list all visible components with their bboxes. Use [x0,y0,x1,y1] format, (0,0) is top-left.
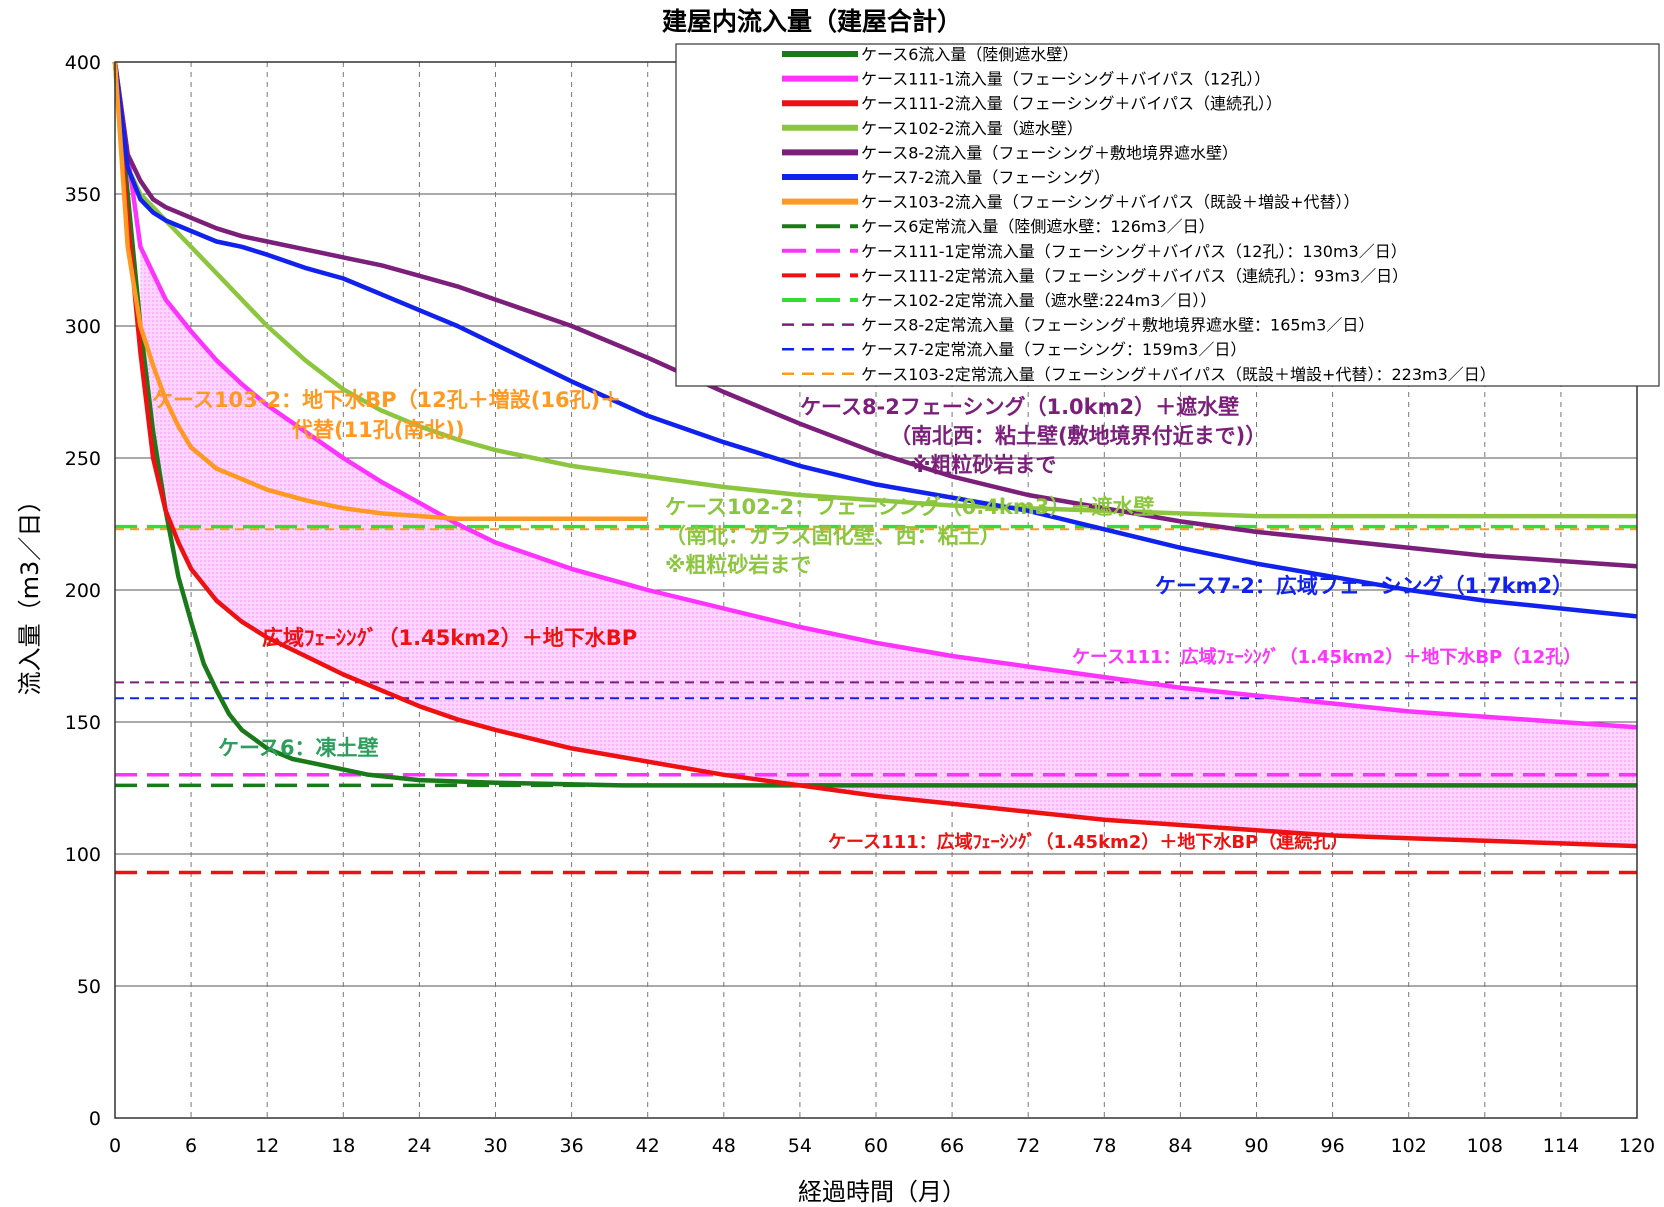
x-tick-label: 96 [1321,1135,1345,1157]
x-tick-label: 54 [788,1135,812,1157]
annotation-line: ケース111：広域ﾌｪｰｼﾝｸﾞ（1.45km2）＋地下水BP（12孔） [1072,646,1581,668]
y-tick-label: 200 [65,580,101,602]
chart-title: 建屋内流入量（建屋合計） [662,7,962,36]
y-tick-label: 300 [65,316,101,338]
x-tick-label: 72 [1016,1135,1040,1157]
legend-label: ケース103-2定常流入量（フェーシング＋バイパス（既設＋増設+代替）：223m… [861,365,1496,384]
x-tick-label: 36 [560,1135,584,1157]
y-tick-label: 50 [77,976,101,998]
x-tick-label: 6 [185,1135,197,1157]
series-line [112,61,1638,849]
legend-label: ケース111-1流入量（フェーシング＋バイパス（12孔）） [861,70,1270,89]
legend-label: ケース102-2定常流入量（遮水壁:224m3／日）） [861,291,1216,310]
annotation-line: （南北：ガラス固化壁、西：粘土） [665,524,1001,548]
x-tick-label: 66 [940,1135,964,1157]
y-tick-label: 100 [65,844,101,866]
legend-label: ケース102-2流入量（遮水壁） [861,119,1083,138]
annotation-line: ケース6：凍土壁 [218,736,379,760]
x-tick-labels: 0 6 12 18 24 30 36 42 48 54 60 66 72 78 84 90 96 102 108 11… [109,1135,1655,1157]
shaded-band [140,246,1637,847]
annotation-line: ケース8-2フェーシング（1.0km2）＋遮水壁 [800,395,1239,419]
annotation-line: （南北西：粘土壁(敷地境界付近まで)） [890,424,1266,448]
x-tick-label: 84 [1168,1135,1192,1157]
legend-label: ケース111-1定常流入量（フェーシング＋バイパス（12孔）：130m3／日） [861,242,1407,261]
series-line [112,61,1638,619]
annotation-line: 代替(11孔(南北)) [291,418,465,442]
legend-label: ケース8-2流入量（フェーシング＋敷地境界遮水壁） [861,143,1238,162]
series-line [112,61,1638,569]
legend-label: ケース7-2流入量（フェーシング） [861,168,1110,187]
annotation-line: ケース7-2：広域フェーシング（1.7km2） [1155,574,1573,598]
y-axis-label: 流入量（m3／日） [16,489,44,696]
y-tick-label: 400 [65,52,101,74]
annotation: ケース111：広域ﾌｪｰｼﾝｸﾞ（1.45km2）＋地下水BP（12孔） [1072,646,1581,668]
x-tick-label: 78 [1092,1135,1116,1157]
annotation-line: ケース103-2：地下水BP（12孔＋増設(16孔)＋ [152,388,621,412]
y-tick-label: 0 [89,1108,101,1130]
y-tick-label: 350 [65,184,101,206]
x-tick-label: 18 [331,1135,355,1157]
x-tick-label: 42 [636,1135,660,1157]
legend: ケース6流入量（陸側遮水壁） ケース111-1流入量（フェーシング＋バイパス（12… [675,43,1660,387]
legend-label: ケース111-2流入量（フェーシング＋バイパス（連続孔）） [861,94,1282,113]
x-tick-label: 120 [1619,1135,1655,1157]
series-line [112,61,1638,730]
series-line [112,61,1637,519]
x-tick-label: 24 [407,1135,431,1157]
annotation-line: ケース102-2：フェーシング（0.4km3）＋遮水壁 [665,495,1154,519]
legend-label: ケース103-2流入量（フェーシング＋バイパス（既設＋増設+代替）） [861,193,1359,212]
annotation-line: 広域ﾌｪｰｼﾝｸﾞ（1.45km2）＋地下水BP [262,626,637,650]
legend-label: ケース6定常流入量（陸側遮水壁：126m3／日） [861,217,1215,236]
y-tick-label: 150 [65,712,101,734]
legend-label: ケース6流入量（陸側遮水壁） [861,45,1078,64]
x-tick-label: 60 [864,1135,888,1157]
inflow-curves [112,61,1638,849]
legend-label: ケース111-2定常流入量（フェーシング＋バイパス（連続孔）：93m3／日） [861,266,1408,285]
legend-label: ケース8-2定常流入量（フェーシング＋敷地境界遮水壁：165m3／日） [861,316,1374,335]
x-tick-label: 48 [712,1135,736,1157]
annotations: ケース103-2：地下水BP（12孔＋増設(16孔)＋代替(11孔(南北))ケー… [152,388,1581,853]
annotation: ケース6：凍土壁 [218,736,379,760]
x-axis-label: 経過時間（月） [798,1178,966,1206]
annotation: ケース102-2：フェーシング（0.4km3）＋遮水壁 （南北：ガラス固化壁、西：… [665,495,1154,577]
x-tick-label: 12 [255,1135,279,1157]
x-tick-label: 114 [1543,1135,1579,1157]
band-area [140,246,1637,847]
y-tick-labels: 0 50 100 150 200 250 300 350 400 [65,52,101,1130]
legend-label: ケース7-2定常流入量（フェーシング：159m3／日） [861,340,1246,359]
series-line [112,61,648,521]
annotation-line: ケース111：広域ﾌｪｰｼﾝｸﾞ（1.45km2）＋地下水BP（連続孔） [828,831,1348,853]
y-tick-label: 250 [65,448,101,470]
x-tick-label: 0 [109,1135,121,1157]
annotation: 広域ﾌｪｰｼﾝｸﾞ（1.45km2）＋地下水BP [262,626,637,650]
annotation: ケース103-2：地下水BP（12孔＋増設(16孔)＋ 代替(11孔(南北)) [152,388,621,442]
annotation: ケース8-2フェーシング（1.0km2）＋遮水壁 （南北西：粘土壁(敷地境界付近ま… [800,395,1266,477]
x-tick-label: 30 [483,1135,507,1157]
x-tick-label: 102 [1391,1135,1427,1157]
annotation-line: ※粗粒砂岩まで [910,453,1056,477]
x-tick-label: 108 [1467,1135,1503,1157]
x-tick-label: 90 [1244,1135,1268,1157]
annotation: ケース111：広域ﾌｪｰｼﾝｸﾞ（1.45km2）＋地下水BP（連続孔） [828,831,1348,853]
annotation-line: ※粗粒砂岩まで [665,553,811,577]
annotation: ケース7-2：広域フェーシング（1.7km2） [1155,574,1573,598]
